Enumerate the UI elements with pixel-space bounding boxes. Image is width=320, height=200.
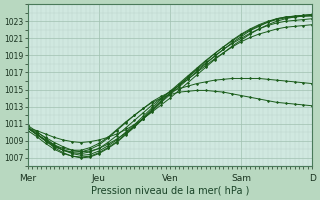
X-axis label: Pression niveau de la mer( hPa ): Pression niveau de la mer( hPa ) xyxy=(91,186,249,196)
